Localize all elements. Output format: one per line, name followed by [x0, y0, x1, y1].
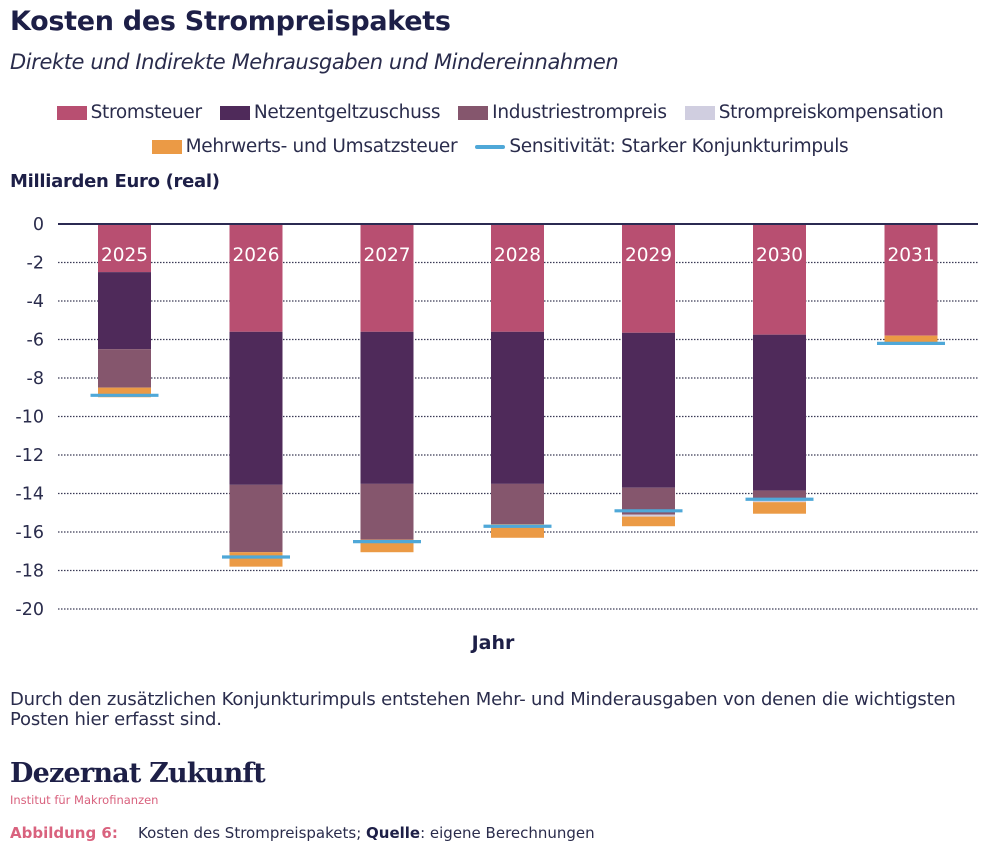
- legend-swatch-stromsteuer: [56, 105, 87, 120]
- figure-caption: Abbildung 6: Kosten des Strompreispakets;…: [10, 824, 595, 842]
- y-tick-label: -6: [27, 331, 44, 351]
- legend-item-mehrwertsteuer: Mehrwerts- und Umsatzsteuer: [151, 136, 458, 157]
- bar-segment-netzentgeltzuschuss: [622, 332, 675, 488]
- legend-item-sensitivitaet: Sensitivität: Starker Konjunkturimpuls: [475, 136, 849, 157]
- y-axis-unit-label: Milliarden Euro (real): [10, 171, 220, 192]
- y-tick-label: -20: [15, 600, 44, 620]
- legend-swatch-netzentgeltzuschuss: [219, 105, 250, 120]
- bar-segment-industriestrompreis: [491, 483, 544, 525]
- bar-segment-industriestrompreis: [98, 349, 151, 388]
- legend-swatch-industriestrompreis: [458, 105, 489, 120]
- legend-item-strompreiskompensation: Strompreiskompensation: [684, 102, 944, 123]
- y-tick-label: 0: [33, 215, 44, 235]
- bar-segment-industriestrompreis: [753, 490, 806, 499]
- legend-label: Netzentgeltzuschuss: [253, 102, 441, 123]
- legend-label: Sensitivität: Starker Konjunkturimpuls: [509, 136, 849, 157]
- bar-segment-stromsteuer: [753, 224, 806, 335]
- bar-segment-stromsteuer: [98, 224, 151, 273]
- stacked-bar-chart: 0 -2 -4 -6 -8 -10 -12 -14 -16 -18 -20 2025 2026 2027 2…: [15, 215, 978, 620]
- source-label: Quelle: [366, 824, 421, 842]
- y-tick-label: -10: [15, 408, 44, 428]
- category-label: 2025: [101, 245, 148, 266]
- caption-text: Kosten des Strompreispakets;: [138, 824, 367, 842]
- bar-segment-mehrwerts-und-umsatzsteuer: [229, 552, 283, 567]
- bar-segment-mehrwerts-und-umsatzsteuer: [622, 516, 675, 527]
- x-axis-label: Jahr: [471, 632, 515, 654]
- y-tick-label: -18: [15, 562, 44, 582]
- legend-label: Industriestrompreis: [492, 102, 667, 123]
- legend-label: Stromsteuer: [90, 102, 203, 123]
- y-tick-label: -4: [27, 292, 44, 312]
- category-label: 2030: [756, 245, 803, 266]
- bar-segment-strompreiskompensation: [622, 514, 675, 517]
- source-text: : eigene Berechnungen: [420, 824, 595, 842]
- bar-segment-netzentgeltzuschuss: [229, 331, 283, 485]
- chart-title: Kosten des Strompreispakets: [10, 6, 451, 37]
- bar-segment-industriestrompreis: [229, 484, 283, 553]
- y-tick-label: -2: [27, 254, 44, 274]
- bar-segment-stromsteuer: [491, 224, 544, 332]
- brand-logo-text: Dezernat Zukunft: [10, 758, 266, 789]
- legend-label: Mehrwerts- und Umsatzsteuer: [185, 136, 458, 157]
- bar-segment-stromsteuer: [360, 224, 414, 332]
- legend-label: Strompreiskompensation: [718, 102, 944, 123]
- bar-segment-stromsteuer: [884, 224, 938, 336]
- legend-row-1: Stromsteuer Netzentgeltzuschuss Industri…: [0, 102, 1000, 123]
- bar-segment-mehrwerts-und-umsatzsteuer: [753, 502, 806, 514]
- bar-segment-stromsteuer: [622, 224, 675, 333]
- bar-segment-netzentgeltzuschuss: [98, 272, 151, 350]
- category-label: 2027: [363, 245, 410, 266]
- category-label: 2028: [494, 245, 541, 266]
- legend-item-industriestrompreis: Industriestrompreis: [458, 102, 667, 123]
- bar-segment-industriestrompreis: [360, 483, 414, 540]
- bar-segment-netzentgeltzuschuss: [360, 331, 414, 484]
- bar-segment-netzentgeltzuschuss: [491, 331, 544, 484]
- bar-segment-mehrwerts-und-umsatzsteuer: [884, 335, 938, 343]
- y-tick-label: -8: [27, 369, 44, 389]
- figure-number: Abbildung 6:: [10, 824, 118, 842]
- category-label: 2031: [887, 245, 934, 266]
- bar-segment-stromsteuer: [229, 224, 283, 332]
- brand-subtitle: Institut für Makrofinanzen: [10, 793, 159, 807]
- y-tick-label: -16: [15, 523, 44, 543]
- legend-swatch-sensitivitaet: [475, 144, 506, 149]
- bar-segment-mehrwerts-und-umsatzsteuer: [98, 387, 151, 398]
- chart-note: Durch den zusätzlichen Konjunkturimpuls …: [10, 689, 956, 730]
- legend-item-stromsteuer: Stromsteuer: [56, 102, 203, 123]
- legend-row-2: Mehrwerts- und Umsatzsteuer Sensitivität…: [0, 136, 1000, 157]
- legend-swatch-mehrwertsteuer: [151, 139, 182, 154]
- bar-segment-netzentgeltzuschuss: [753, 334, 806, 491]
- y-tick-label: -14: [15, 485, 44, 505]
- legend-item-netzentgeltzuschuss: Netzentgeltzuschuss: [219, 102, 441, 123]
- chart-subtitle: Direkte und Indirekte Mehrausgaben und M…: [10, 50, 619, 74]
- legend-swatch-strompreiskompensation: [684, 105, 715, 120]
- category-label: 2029: [625, 245, 672, 266]
- y-tick-label: -12: [15, 446, 44, 466]
- category-label: 2026: [232, 245, 279, 266]
